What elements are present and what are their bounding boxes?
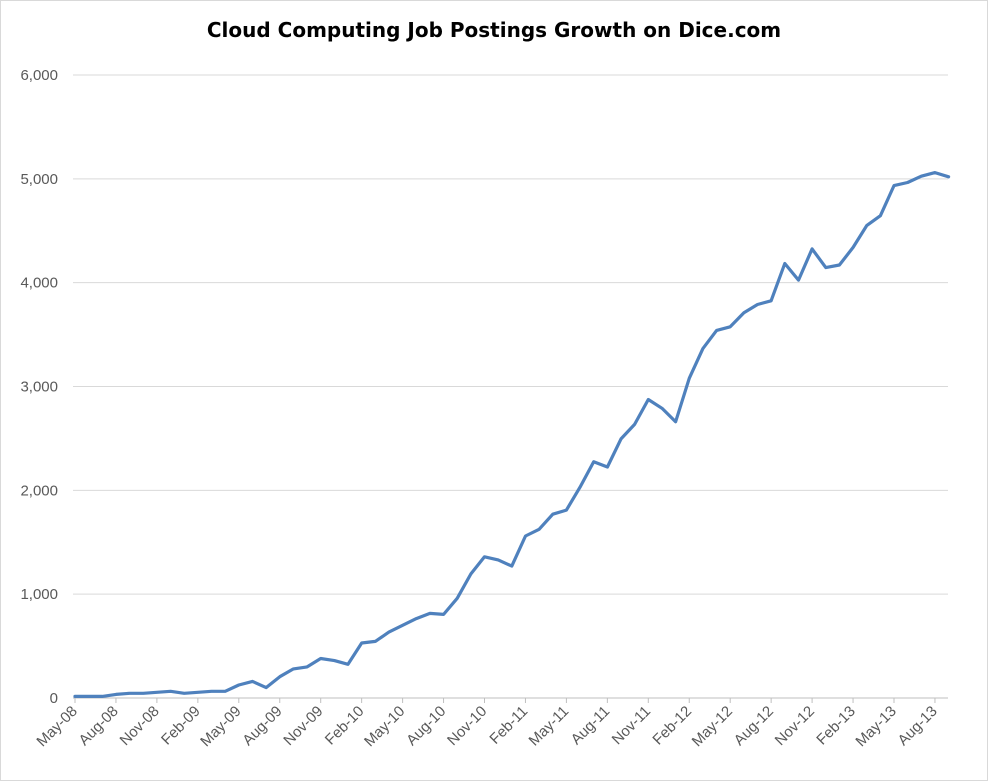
x-tick-label: Aug-10 <box>403 703 449 749</box>
x-tick-label: Feb-10 <box>322 703 368 749</box>
x-tick-label: Aug-11 <box>568 703 613 748</box>
x-tick-label: May-09 <box>197 703 244 750</box>
x-tick-label: May-12 <box>689 703 736 750</box>
x-tick-label: May-10 <box>361 703 408 750</box>
x-tick-label: Feb-09 <box>158 703 204 749</box>
x-tick-label: Aug-09 <box>239 703 285 749</box>
x-tick-label: Feb-13 <box>813 703 859 749</box>
x-tick-label: May-11 <box>526 703 573 750</box>
y-tick-label: 6,000 <box>20 67 58 84</box>
y-tick-label: 4,000 <box>20 275 58 292</box>
x-tick-label: Nov-08 <box>117 703 163 749</box>
x-tick-label: May-13 <box>852 703 899 750</box>
y-tick-label: 0 <box>50 690 58 707</box>
series-line <box>73 171 951 699</box>
x-tick-label: Nov-12 <box>772 703 818 749</box>
x-tick-label: Aug-13 <box>895 703 941 749</box>
chart-title: Cloud Computing Job Postings Growth on D… <box>206 18 782 42</box>
y-tick-label: 2,000 <box>20 482 58 499</box>
x-tick-label: Nov-11 <box>609 703 654 748</box>
x-tick-label: Nov-10 <box>444 703 490 749</box>
x-tick-label: Aug-08 <box>76 703 122 749</box>
x-tick-label: Nov-09 <box>280 703 326 749</box>
y-tick-label: 1,000 <box>20 586 58 603</box>
y-tick-label: 3,000 <box>20 379 58 396</box>
x-tick-label: Feb-11 <box>486 703 531 748</box>
x-tick-label: Aug-12 <box>731 703 777 749</box>
x-tick-label: Feb-12 <box>649 703 695 749</box>
y-tick-label: 5,000 <box>20 171 58 188</box>
x-tick-label: May-08 <box>33 703 80 750</box>
